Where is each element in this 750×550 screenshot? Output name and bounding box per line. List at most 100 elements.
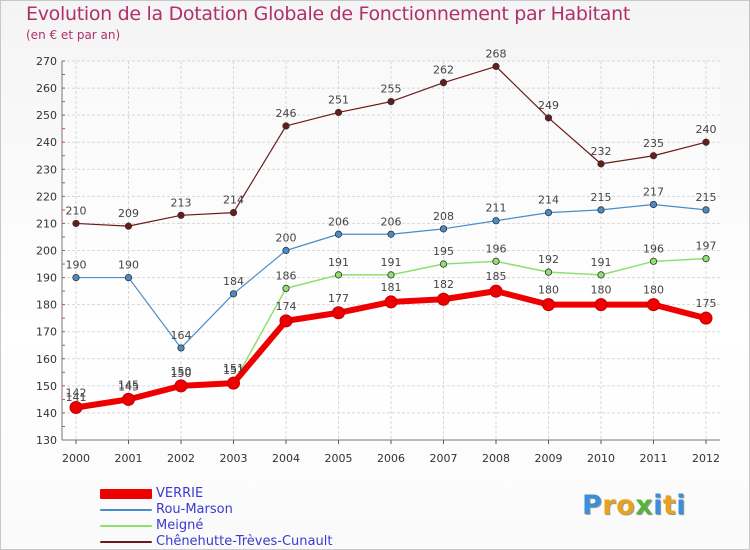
data-point [334,108,343,117]
data-point [72,273,80,282]
data-point [282,122,290,130]
data-label: 151 [223,362,244,375]
data-label: 186 [276,269,297,282]
data-point [69,401,83,415]
data-label: 145 [118,378,139,391]
x-tick-label: 2003 [220,452,248,465]
data-label: 191 [381,256,402,269]
data-point [702,138,710,146]
data-point [437,292,450,306]
data-point [334,271,343,279]
y-tick-label: 250 [36,109,57,122]
data-point [649,257,658,265]
data-label: 191 [328,256,349,269]
y-tick-label: 200 [36,245,57,258]
data-point [439,79,448,87]
legend-swatch [100,489,152,499]
legend-swatch [100,509,152,511]
data-label: 210 [66,204,87,217]
legend-item: Rou-Marson [100,502,400,518]
data-label: 196 [486,242,507,255]
data-label: 196 [643,242,664,255]
data-label: 232 [591,145,612,158]
data-label: 180 [538,284,559,297]
data-point [594,298,608,312]
data-label: 200 [276,232,297,245]
data-point [699,311,713,325]
y-tick-label: 150 [36,380,57,393]
data-point [544,114,553,122]
data-label: 211 [486,202,507,215]
data-point [124,222,133,230]
data-label: 180 [591,284,612,297]
data-label: 215 [591,191,612,204]
data-point [492,62,500,71]
data-label: 141 [66,391,87,404]
data-label: 145 [118,380,139,393]
data-label: 213 [171,196,192,209]
y-tick-label: 160 [36,353,57,366]
legend-label: VERRIE [156,486,204,501]
data-point [492,257,500,265]
x-tick-label: 2004 [272,452,300,465]
data-label: 150 [171,367,192,380]
data-label: 184 [223,275,244,288]
data-label: 251 [328,93,349,106]
data-label: 217 [643,185,664,198]
data-label: 214 [223,194,244,207]
legend-item: VERRIE [100,486,400,502]
data-point [282,246,290,255]
data-point [72,219,80,228]
x-tick-label: 2010 [587,452,615,465]
data-label: 255 [381,83,402,96]
y-tick-label: 170 [36,326,57,339]
data-point [597,206,605,214]
data-point [544,268,553,276]
data-point [439,225,448,233]
data-point [384,295,398,309]
legend-label: Chênehutte-Trèves-Cunault [156,534,333,549]
data-point [597,160,605,168]
data-label: 235 [643,137,664,150]
data-label: 180 [643,284,664,297]
data-label: 192 [538,253,559,266]
x-tick-label: 2012 [692,452,720,465]
data-point [122,392,135,406]
data-label: 150 [171,365,192,378]
data-label: 181 [381,281,402,294]
data-point [387,271,395,279]
x-tick-label: 2002 [167,452,195,465]
chart-title: Evolution de la Dotation Globale de Fonc… [26,3,631,25]
legend-item: Meigné [100,518,400,534]
legend-label: Rou-Marson [156,502,233,517]
data-label: 209 [118,207,139,220]
data-label: 190 [66,259,87,272]
proxiti-logo: Proxiti [582,490,687,521]
x-tick-label: 2011 [640,452,668,465]
data-point [387,230,395,238]
data-label: 164 [171,329,192,342]
data-label: 174 [276,300,297,313]
data-point [647,298,660,312]
y-tick-label: 270 [36,55,57,68]
data-point [492,217,500,225]
legend-label: Meigné [156,518,204,533]
data-label: 206 [381,215,402,228]
x-tick-label: 2001 [115,452,143,465]
y-tick-label: 240 [36,136,57,149]
data-point [702,206,710,214]
data-label: 177 [328,292,349,305]
data-label: 191 [591,256,612,269]
x-tick-label: 2005 [325,452,353,465]
y-tick-label: 180 [36,299,57,312]
data-label: 214 [538,194,559,207]
legend-item: Chênehutte-Trèves-Cunault [100,534,400,550]
y-tick-label: 190 [36,272,57,285]
data-label: 190 [118,259,139,272]
data-point [177,211,185,219]
data-point [227,376,240,390]
data-point [174,379,188,393]
legend-swatch [100,525,152,527]
data-label: 240 [696,123,717,136]
data-label: 268 [486,47,507,60]
